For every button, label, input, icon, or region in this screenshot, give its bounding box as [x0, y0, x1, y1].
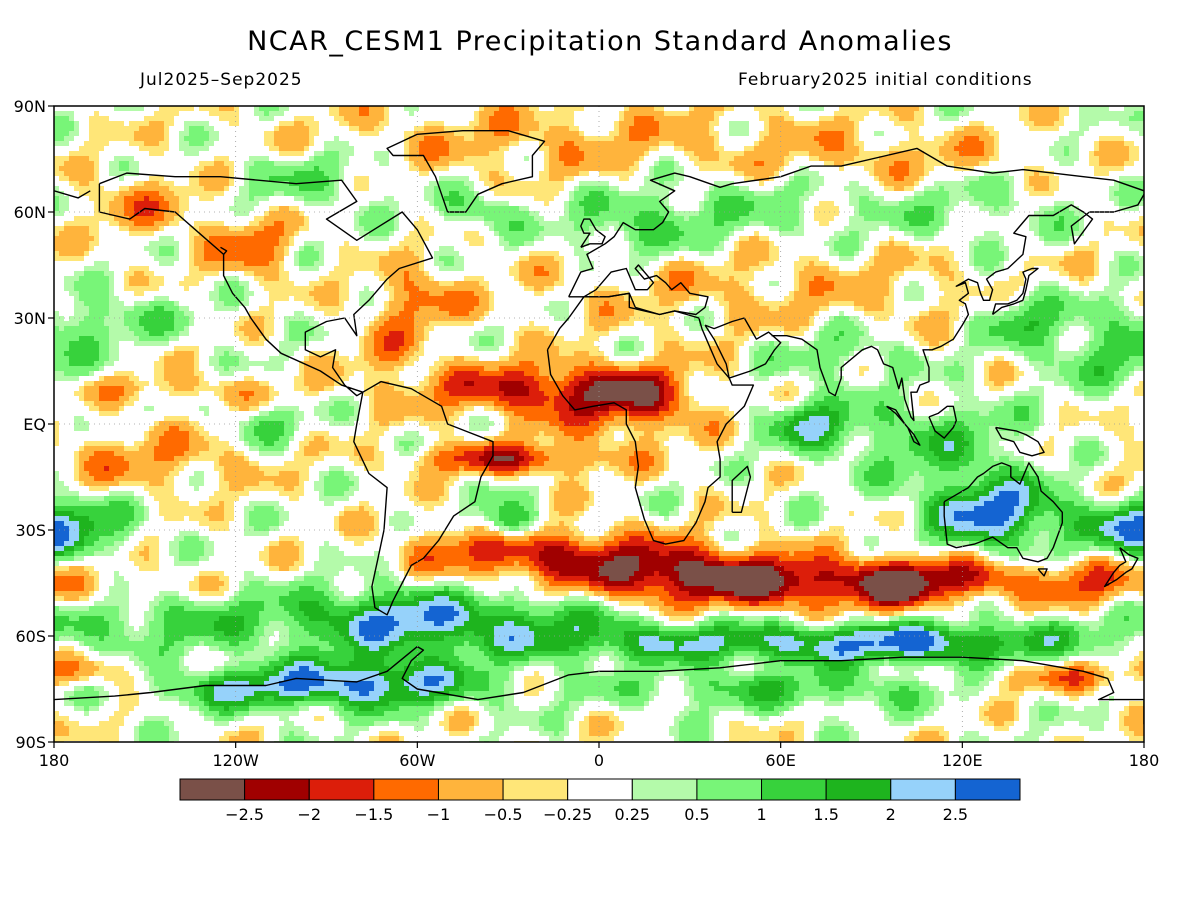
colorbar-swatch	[890, 778, 956, 801]
lat-tick-label: 30N	[14, 309, 46, 328]
colorbar-swatch	[502, 778, 569, 801]
lat-tick-label: 60N	[14, 203, 46, 222]
lon-tick-label: 0	[594, 751, 604, 770]
coastline	[943, 462, 1064, 563]
coastline	[731, 465, 752, 513]
coastline	[54, 645, 1144, 725]
anomaly-field	[54, 106, 1144, 742]
colorbar-swatch	[567, 778, 633, 801]
coastline	[1103, 547, 1139, 588]
lon-tick-label: 120W	[212, 751, 259, 770]
colorbar-swatch	[631, 778, 698, 801]
colorbar-label: 1	[756, 805, 766, 824]
coastline	[994, 426, 1045, 457]
lat-tick-label: 60S	[15, 627, 46, 646]
colorbar-label: 2	[886, 805, 896, 824]
coastline	[771, 193, 1144, 422]
colorbar-label: −2.5	[225, 805, 264, 824]
coastline	[54, 190, 91, 199]
coastline	[704, 317, 782, 379]
lat-tick-label: 30S	[15, 521, 46, 540]
initial-conditions-note: February2025 initial conditions	[738, 70, 1033, 90]
colorbar-swatch	[308, 778, 375, 801]
forecast-period: Jul2025–Sep2025	[140, 70, 303, 90]
colorbar-swatch	[437, 778, 504, 801]
coastline	[991, 267, 1039, 316]
chart-title: NCAR_CESM1 Precipitation Standard Anomal…	[247, 26, 953, 57]
colorbar-swatch	[954, 778, 1021, 801]
lat-tick-label: 90S	[15, 733, 46, 752]
colorbar-label: 0.5	[684, 805, 709, 824]
lon-tick-label: 60W	[399, 751, 435, 770]
lon-tick-label: 120E	[942, 751, 983, 770]
colorbar-label: −2	[297, 805, 321, 824]
colorbar-swatch	[244, 778, 310, 801]
coastline	[1037, 568, 1048, 577]
graticule	[54, 106, 1144, 742]
colorbar: −2.5 −2 −1.5 −1 −0.5 −0.25 0.25 0.5 1 1.5 2 2.5	[179, 778, 1021, 824]
coastline	[928, 405, 957, 439]
colorbar-label: −1.5	[354, 805, 393, 824]
colorbar-label: 1.5	[813, 805, 838, 824]
coastline	[886, 405, 921, 446]
lat-tick-label: 90N	[14, 97, 46, 116]
coastline	[386, 129, 546, 213]
colorbar-swatch	[179, 778, 246, 801]
colorbar-label: −0.5	[484, 805, 523, 824]
colorbar-label: −0.25	[543, 805, 592, 824]
coastline	[580, 218, 606, 248]
lon-tick-label: 180	[39, 751, 70, 770]
lon-tick-label: 60E	[765, 751, 795, 770]
colorbar-label: −1	[427, 805, 451, 824]
colorbar-swatch	[761, 778, 827, 801]
coastline	[546, 292, 755, 545]
coastline	[568, 264, 709, 316]
coastline	[98, 172, 434, 397]
colorbar-label: 2.5	[943, 805, 968, 824]
coastline	[568, 147, 1144, 298]
colorbar-swatch	[373, 778, 439, 801]
lat-tick-label: EQ	[23, 415, 46, 434]
colorbar-swatch	[825, 778, 892, 801]
lon-tick-label: 180	[1129, 751, 1160, 770]
colorbar-label: 0.25	[614, 805, 650, 824]
colorbar-swatch	[696, 778, 763, 801]
coastline	[220, 246, 228, 255]
